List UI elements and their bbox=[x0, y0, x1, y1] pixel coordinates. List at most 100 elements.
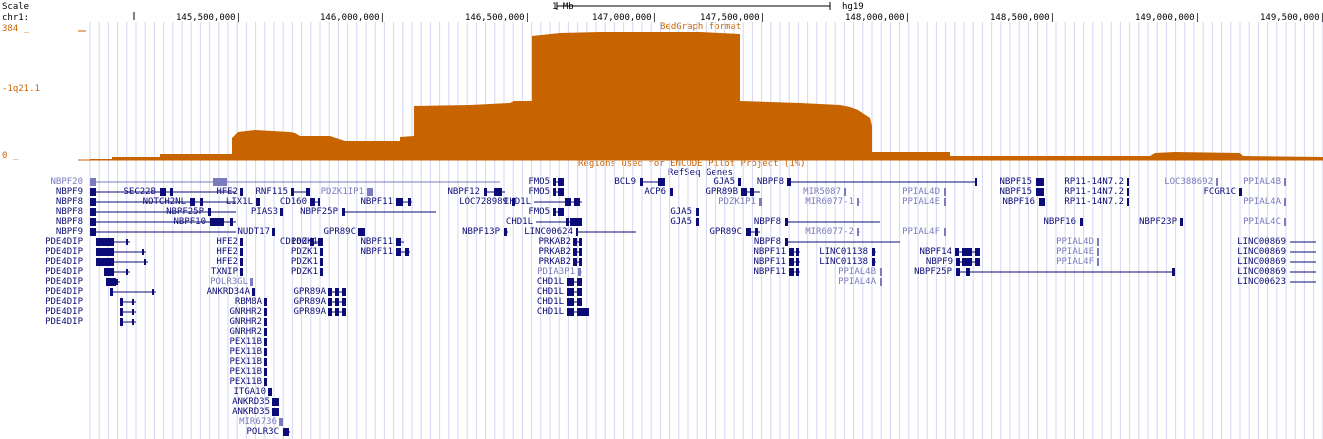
gene-label[interactable]: PEX11B bbox=[229, 377, 262, 387]
gene-label[interactable]: PPIAL4D bbox=[1056, 237, 1094, 247]
gene-label[interactable]: CHD1L bbox=[503, 197, 531, 207]
gene-label[interactable]: CHD1L bbox=[505, 217, 533, 227]
gene-label[interactable]: CD160 bbox=[279, 237, 307, 247]
gene-label[interactable]: NBPF11 bbox=[753, 247, 786, 257]
gene-label[interactable]: LINC00623 bbox=[1237, 277, 1286, 287]
gene-label[interactable]: PPIAL4D bbox=[902, 187, 940, 197]
gene-label[interactable]: PEX11B bbox=[229, 347, 262, 357]
gene-label[interactable]: LINC01138 bbox=[819, 247, 868, 257]
gene-label[interactable]: NBPF11 bbox=[360, 237, 393, 247]
gene-label[interactable]: PPIAL4B bbox=[1243, 177, 1281, 187]
gene-label[interactable]: LIX1L bbox=[225, 197, 253, 207]
gene-label[interactable]: PEX11B bbox=[229, 367, 262, 377]
gene-label[interactable]: GJA5 bbox=[670, 217, 692, 227]
gene-label[interactable]: NOTCH2NL bbox=[142, 197, 186, 207]
gene-label[interactable]: GNRHR2 bbox=[229, 307, 262, 317]
gene-label[interactable]: GPR89B bbox=[705, 187, 738, 197]
gene-label[interactable]: PDZK1P1 bbox=[718, 197, 756, 207]
gene-label[interactable]: NBPF23P bbox=[1139, 217, 1177, 227]
gene-label[interactable]: ANKRD34A bbox=[206, 287, 250, 297]
gene-label[interactable]: GPR89C bbox=[323, 227, 356, 237]
gene-label[interactable]: PEX11B bbox=[229, 357, 262, 367]
gene-label[interactable]: NBPF11 bbox=[360, 247, 393, 257]
gene-label[interactable]: PRKAB2 bbox=[538, 257, 571, 267]
gene-label[interactable]: RP11-14N7.2 bbox=[1064, 197, 1124, 207]
gene-label[interactable]: GJA5 bbox=[670, 207, 692, 217]
gene-label[interactable]: GPR89A bbox=[293, 287, 326, 297]
gene-label[interactable]: HFE2 bbox=[216, 187, 238, 197]
gene-label[interactable]: CHD1L bbox=[536, 287, 564, 297]
gene-label[interactable]: CHD1L bbox=[536, 307, 564, 317]
gene-label[interactable]: CHD1L bbox=[536, 277, 564, 287]
gene-label[interactable]: PDIA3P1 bbox=[537, 267, 575, 277]
gene-label[interactable]: NBPF14 bbox=[919, 247, 952, 257]
gene-label[interactable]: NBPF25P bbox=[300, 207, 338, 217]
gene-label[interactable]: PRKAB2 bbox=[538, 247, 571, 257]
gene-label[interactable]: LOC388692 bbox=[1164, 177, 1213, 187]
gene-label[interactable]: NBPF9 bbox=[925, 257, 953, 267]
gene-label[interactable]: PPIAL4A bbox=[1243, 197, 1281, 207]
gene-label[interactable]: CHD1L bbox=[536, 297, 564, 307]
gene-label[interactable]: PDZK1 bbox=[290, 267, 318, 277]
gene-label[interactable]: NBPF11 bbox=[360, 197, 393, 207]
gene-label[interactable]: PDZK1IP1 bbox=[320, 187, 364, 197]
gene-label[interactable]: BCL9 bbox=[614, 177, 636, 187]
gene-label[interactable]: LINC00869 bbox=[1237, 247, 1286, 257]
gene-label[interactable]: GNRHR2 bbox=[229, 317, 262, 327]
gene-label[interactable]: NBPF25P bbox=[166, 207, 204, 217]
gene-label[interactable]: NUDT17 bbox=[237, 227, 270, 237]
gene-label[interactable]: RP11-14N7.2 bbox=[1064, 187, 1124, 197]
gene-label[interactable]: RP11-14N7.2 bbox=[1064, 177, 1124, 187]
gene-label[interactable]: LINC00869 bbox=[1237, 237, 1286, 247]
gene-label[interactable]: RNF115 bbox=[255, 187, 288, 197]
gene-label[interactable]: POLR3GL bbox=[210, 277, 248, 287]
gene-label[interactable]: PIAS3 bbox=[250, 207, 278, 217]
gene-label[interactable]: CD160 bbox=[279, 197, 307, 207]
gene-label[interactable]: GJA5 bbox=[713, 177, 735, 187]
gene-label[interactable]: NBPF11 bbox=[753, 257, 786, 267]
gene-label[interactable]: NBPF8 bbox=[753, 237, 781, 247]
gene-label[interactable]: FMO5 bbox=[528, 177, 550, 187]
gene-label[interactable]: NBPF8 bbox=[753, 217, 781, 227]
gene-label[interactable]: SEC22B bbox=[123, 187, 156, 197]
gene-label[interactable]: PPIAL4C bbox=[1243, 217, 1281, 227]
gene-label[interactable]: NBPF8 bbox=[756, 177, 784, 187]
gene-label[interactable]: ANKRD35 bbox=[232, 397, 270, 407]
gene-label[interactable]: FMO5 bbox=[528, 187, 550, 197]
gene-label[interactable]: ANKRD35 bbox=[232, 407, 270, 417]
gene-label[interactable]: PEX11B bbox=[229, 337, 262, 347]
gene-label[interactable]: GPR89C bbox=[709, 227, 742, 237]
gene-label[interactable]: NBPF12 bbox=[447, 187, 480, 197]
gene-label[interactable]: NBPF25P bbox=[914, 267, 952, 277]
gene-label[interactable]: NBPF15 bbox=[999, 187, 1032, 197]
gene-label[interactable]: MIR6077-1 bbox=[805, 197, 854, 207]
gene-label[interactable]: LINC00869 bbox=[1237, 267, 1286, 277]
gene-label[interactable]: PPIAL4F bbox=[902, 227, 940, 237]
gene-label[interactable]: NBPF10 bbox=[173, 217, 206, 227]
gene-label[interactable]: NBPF16 bbox=[1002, 197, 1035, 207]
gene-label[interactable]: PDZK1 bbox=[290, 257, 318, 267]
gene-label[interactable]: GPR89A bbox=[293, 297, 326, 307]
gene-label[interactable]: PDZK1 bbox=[290, 247, 318, 257]
gene-label[interactable]: PPIAL4A bbox=[838, 277, 876, 287]
gene-label[interactable]: LINC00869 bbox=[1237, 257, 1286, 267]
gene-label[interactable]: NBPF11 bbox=[753, 267, 786, 277]
gene-label[interactable]: PPIAL4E bbox=[902, 197, 940, 207]
gene-label[interactable]: MIR6736 bbox=[239, 417, 277, 427]
gene-label[interactable]: ITGA10 bbox=[233, 387, 266, 397]
gene-label[interactable]: TXNIP bbox=[210, 267, 238, 277]
gene-label[interactable]: LINC00624 bbox=[524, 227, 573, 237]
gene-label[interactable]: FCGR1C bbox=[1203, 187, 1236, 197]
gene-label[interactable]: PPIAL4F bbox=[1056, 257, 1094, 267]
gene-label[interactable]: NBPF13P bbox=[462, 227, 500, 237]
gene-label[interactable]: HFE2 bbox=[216, 247, 238, 257]
gene-label[interactable]: GPR89A bbox=[293, 307, 326, 317]
gene-label[interactable]: GNRHR2 bbox=[229, 327, 262, 337]
gene-label[interactable]: NBPF15 bbox=[999, 177, 1032, 187]
gene-label[interactable]: MIR6077-2 bbox=[805, 227, 854, 237]
gene-label[interactable]: PDZK1 bbox=[290, 237, 318, 247]
gene-label[interactable]: PPIAL4B bbox=[838, 267, 876, 277]
gene-label[interactable]: NBPF16 bbox=[1043, 217, 1076, 227]
gene-label[interactable]: LOC728989 bbox=[459, 197, 508, 207]
